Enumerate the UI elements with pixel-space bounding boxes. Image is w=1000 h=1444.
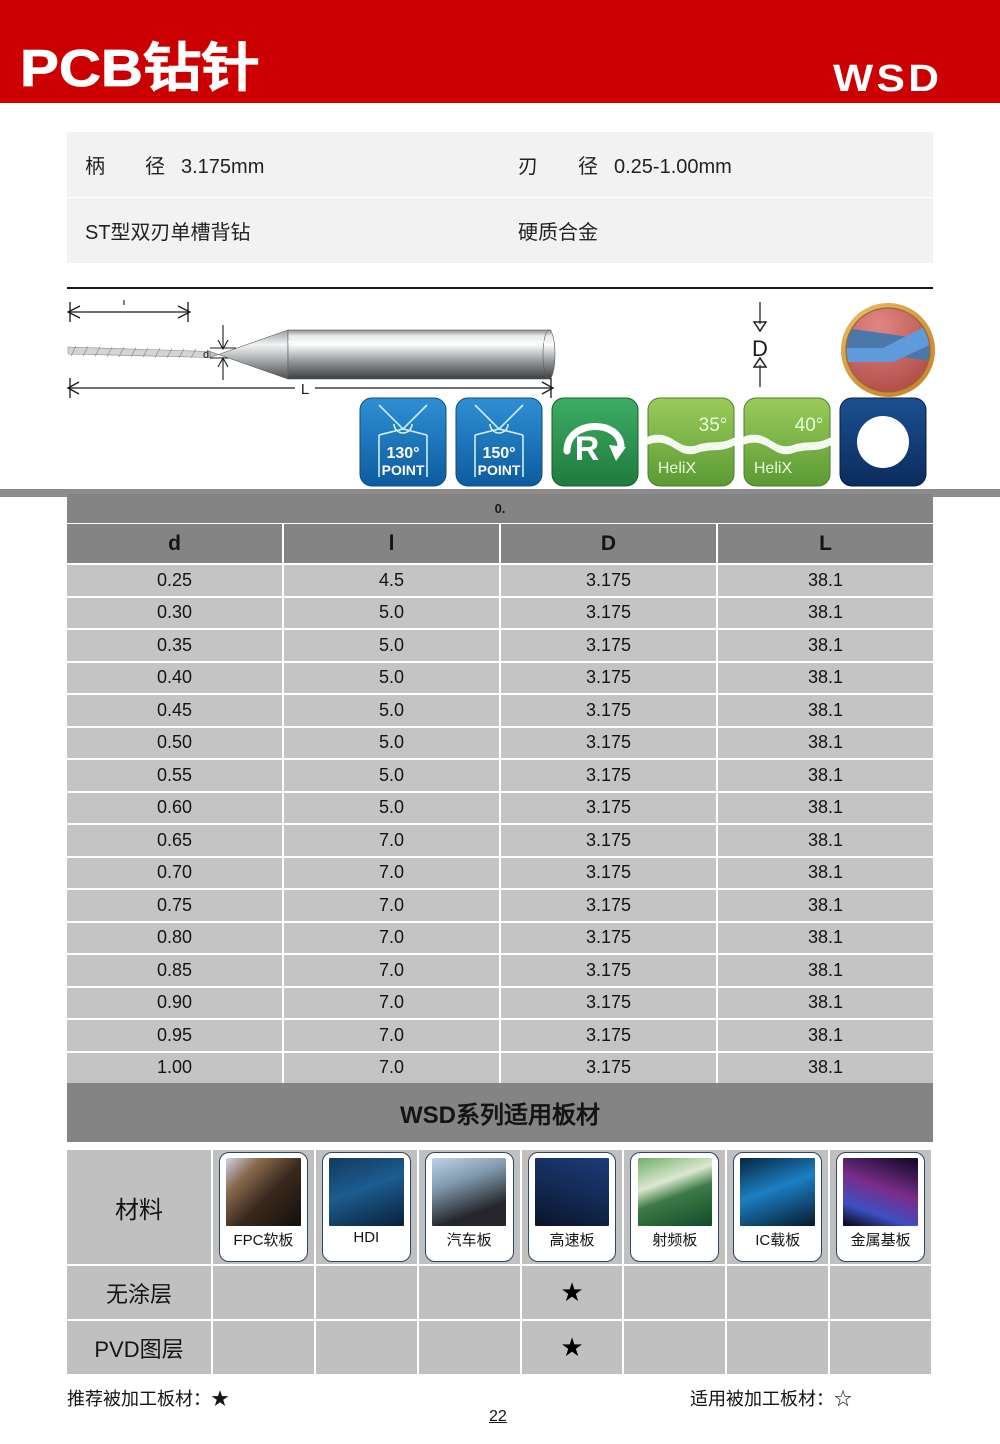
svg-text:HeliX: HeliX [658, 460, 697, 477]
svg-text:130°: 130° [386, 445, 419, 462]
svg-text:POINT: POINT [382, 462, 425, 478]
svg-text:35°: 35° [699, 415, 728, 436]
svg-text:HeliX: HeliX [754, 460, 793, 477]
svg-text:40°: 40° [795, 415, 824, 436]
svg-text:150°: 150° [482, 445, 515, 462]
svg-text:R: R [575, 430, 600, 468]
svg-text:l: l [123, 300, 126, 308]
svg-text:L: L [301, 381, 309, 398]
svg-text:POINT: POINT [478, 462, 521, 478]
svg-text:d: d [203, 349, 209, 361]
